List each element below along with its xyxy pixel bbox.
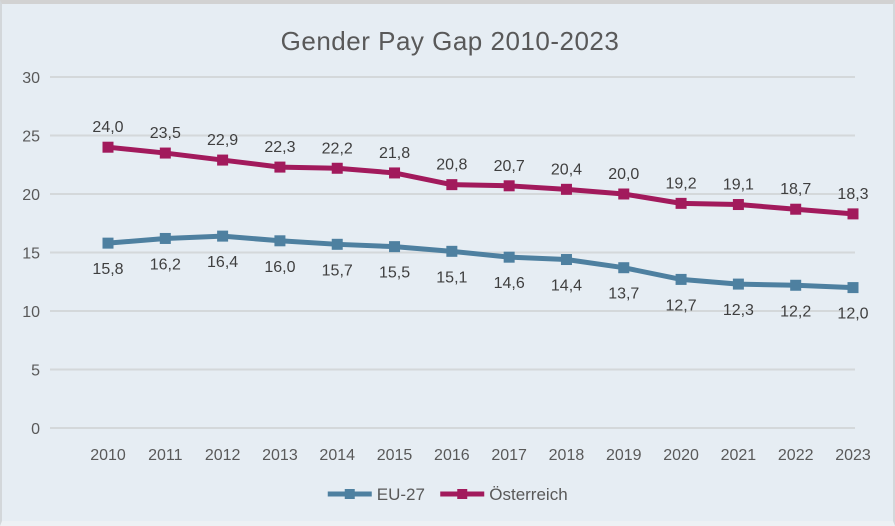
gridlines-group [50, 76, 855, 429]
data-point-marker-osterreich [159, 147, 171, 159]
x-axis-group: 2010 2011 2012 2013 2014 2015 2016 2017 2018 2019… [90, 447, 871, 464]
data-point-label-osterreich: 23,5 [150, 125, 181, 142]
data-point-label-eu-27: 15,5 [379, 265, 410, 282]
data-point-marker-eu-27 [503, 251, 515, 263]
series-group [102, 141, 859, 294]
data-point-marker-osterreich [790, 203, 802, 215]
data-point-marker-osterreich [618, 188, 630, 200]
x-axis-tick-label: 2014 [319, 447, 355, 464]
y-axis-tick-label: 5 [31, 363, 40, 380]
data-point-marker-osterreich [274, 161, 286, 173]
data-point-marker-eu-27 [217, 230, 229, 242]
x-axis-tick-label: 2019 [606, 447, 642, 464]
data-point-label-osterreich: 19,2 [666, 175, 697, 192]
data-point-label-osterreich: 19,1 [723, 177, 754, 194]
legend-label-eu-27: EU-27 [377, 485, 425, 504]
data-point-label-eu-27: 12,2 [780, 303, 811, 320]
y-axis-tick-label: 20 [22, 187, 40, 204]
data-point-marker-osterreich [217, 154, 229, 166]
data-point-marker-osterreich [389, 167, 401, 179]
data-point-label-eu-27: 15,7 [322, 262, 353, 279]
legend-item-osterreich: Österreich [440, 485, 568, 504]
data-point-label-eu-27: 16,2 [150, 256, 181, 273]
x-axis-tick-label: 2017 [491, 447, 527, 464]
x-axis-tick-label: 2011 [148, 447, 183, 464]
data-point-marker-osterreich [732, 199, 744, 211]
series-line-eu-27 [105, 233, 856, 291]
data-point-label-osterreich: 18,3 [837, 186, 868, 203]
x-axis-tick-label: 2015 [377, 447, 413, 464]
data-labels-group: 15,8 16,2 16,4 16,0 15,7 15,5 15,1 14,6 14,4 13,7… [92, 119, 868, 322]
data-point-label-eu-27: 14,6 [494, 275, 525, 292]
data-point-marker-osterreich [503, 180, 515, 192]
data-point-label-eu-27: 16,4 [207, 254, 238, 271]
data-point-marker-eu-27 [274, 235, 286, 247]
data-point-label-eu-27: 13,7 [608, 286, 639, 303]
y-axis-tick-label: 15 [22, 246, 40, 263]
x-axis-tick-label: 2018 [549, 447, 585, 464]
legend: EU-27 Österreich [327, 485, 568, 504]
data-point-marker-eu-27 [732, 278, 744, 290]
data-point-label-osterreich: 18,7 [780, 181, 811, 198]
data-point-label-osterreich: 20,7 [494, 158, 525, 175]
legend-marker-icon-eu-27 [344, 489, 355, 499]
data-point-label-osterreich: 20,8 [436, 157, 467, 174]
y-axis-tick-label: 10 [22, 304, 40, 321]
y-axis-tick-label: 0 [31, 421, 40, 438]
data-point-marker-osterreich [675, 197, 687, 209]
data-point-marker-eu-27 [790, 279, 802, 291]
data-point-marker-eu-27 [560, 254, 572, 266]
x-axis-tick-label: 2012 [205, 447, 241, 464]
data-point-label-osterreich: 20,4 [551, 161, 582, 178]
data-point-label-osterreich: 20,0 [608, 166, 639, 183]
chart-title: Gender Pay Gap 2010-2023 [281, 26, 620, 56]
data-point-label-eu-27: 12,7 [666, 297, 697, 314]
y-axis-tick-label: 25 [22, 129, 40, 146]
data-point-label-eu-27: 12,0 [837, 306, 868, 323]
data-point-marker-eu-27 [331, 238, 343, 250]
legend-item-eu-27: EU-27 [327, 485, 425, 504]
data-point-marker-osterreich [560, 183, 572, 195]
x-axis-tick-label: 2021 [721, 447, 757, 464]
data-point-marker-eu-27 [847, 282, 859, 294]
data-point-marker-eu-27 [618, 262, 630, 274]
data-point-marker-osterreich [102, 141, 114, 153]
x-axis-tick-label: 2013 [262, 447, 298, 464]
data-point-marker-osterreich [331, 162, 343, 174]
data-point-label-osterreich: 22,9 [207, 132, 238, 149]
data-point-label-osterreich: 22,2 [322, 140, 353, 157]
data-point-label-eu-27: 15,8 [92, 261, 123, 278]
y-axis-group: 0 5 10 15 20 25 30 [22, 70, 40, 438]
x-axis-tick-label: 2010 [90, 447, 126, 464]
data-point-marker-eu-27 [102, 237, 114, 249]
data-point-label-eu-27: 15,1 [436, 269, 467, 286]
series-line-osterreich [105, 144, 856, 217]
data-point-marker-eu-27 [675, 273, 687, 285]
data-point-marker-eu-27 [159, 232, 171, 244]
data-point-label-eu-27: 14,4 [551, 278, 582, 295]
x-axis-tick-label: 2023 [835, 447, 871, 464]
data-point-label-osterreich: 24,0 [92, 119, 123, 136]
data-point-label-eu-27: 12,3 [723, 302, 754, 319]
legend-label-osterreich: Österreich [489, 485, 567, 504]
x-axis-tick-label: 2016 [434, 447, 470, 464]
data-point-label-osterreich: 21,8 [379, 145, 410, 162]
data-point-marker-eu-27 [446, 245, 458, 257]
legend-marker-icon-osterreich [457, 489, 468, 499]
data-point-label-eu-27: 16,0 [264, 259, 295, 276]
x-axis-tick-label: 2020 [663, 447, 699, 464]
y-axis-tick-label: 30 [22, 70, 40, 87]
data-point-label-osterreich: 22,3 [264, 139, 295, 156]
x-axis-tick-label: 2022 [778, 447, 814, 464]
data-point-marker-osterreich [847, 208, 859, 220]
data-point-marker-osterreich [446, 179, 458, 191]
data-point-marker-eu-27 [389, 241, 401, 253]
